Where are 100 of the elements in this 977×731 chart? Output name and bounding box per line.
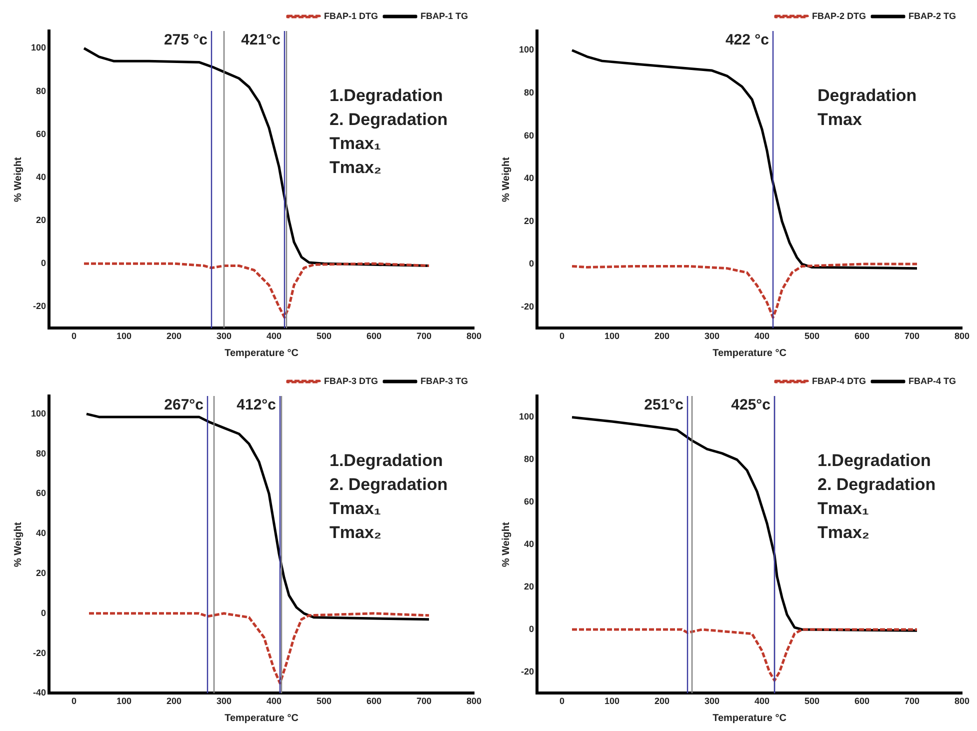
x-tick-label: 800 — [466, 696, 482, 706]
annotation: Tmax₂ — [330, 158, 382, 178]
annotation: Tmax — [818, 110, 862, 130]
y-axis-title: % Weight — [12, 156, 24, 202]
y-tick-label: -20 — [521, 666, 534, 676]
ref-line-label: 421°c — [241, 32, 281, 49]
y-tick-label: 60 — [36, 488, 46, 498]
x-tick-label: 300 — [216, 331, 232, 342]
ref-line-label: 425°c — [731, 396, 771, 414]
x-tick-label: 800 — [466, 331, 482, 342]
y-tick-label: 20 — [36, 215, 46, 226]
x-tick-label: 400 — [754, 331, 770, 342]
x-tick-label: 600 — [854, 696, 870, 706]
x-tick-label: 600 — [854, 331, 870, 342]
ref-line-label: 267°c — [164, 396, 204, 414]
x-tick-label: 400 — [754, 696, 770, 706]
x-tick-label: 0 — [72, 331, 77, 342]
y-tick-label: 80 — [524, 87, 534, 98]
x-tick-label: 100 — [604, 696, 620, 706]
ref-line-label: 422 °c — [725, 32, 770, 49]
y-tick-label: 40 — [36, 172, 46, 182]
x-tick-label: 300 — [704, 696, 720, 706]
x-tick-label: 700 — [904, 696, 920, 706]
x-tick-label: 700 — [416, 696, 432, 706]
x-tick-label: 500 — [804, 331, 820, 342]
x-tick-label: 0 — [560, 331, 565, 342]
y-tick-label: 40 — [36, 528, 46, 538]
annotation: 1.Degradation — [330, 86, 443, 106]
legend-label: FBAP-1 DTG — [324, 10, 378, 21]
annotation: 1.Degradation — [818, 451, 931, 470]
x-axis-title: Temperature °C — [712, 712, 786, 724]
y-axis-title: % Weight — [500, 522, 512, 568]
annotation: Tmax₁ — [330, 499, 381, 518]
annotation: 2. Degradation — [330, 110, 448, 130]
y-axis-title: % Weight — [12, 522, 24, 568]
x-tick-label: 0 — [560, 696, 565, 706]
x-tick-label: 300 — [704, 331, 720, 342]
legend-label: FBAP-3 DTG — [324, 376, 378, 386]
x-tick-label: 500 — [804, 696, 820, 706]
y-tick-label: 60 — [524, 496, 534, 507]
x-tick-label: 200 — [166, 331, 182, 342]
x-tick-label: 800 — [954, 331, 970, 342]
x-tick-label: 500 — [316, 696, 332, 706]
y-tick-label: 60 — [36, 128, 46, 139]
ref-line-label: 412°c — [236, 396, 276, 414]
x-axis-title: Temperature °C — [712, 348, 786, 359]
y-tick-label: 60 — [524, 130, 534, 140]
x-tick-label: 400 — [266, 696, 282, 706]
y-tick-label: 40 — [524, 173, 534, 184]
x-tick-label: 600 — [366, 696, 382, 706]
y-tick-label: 0 — [529, 258, 534, 269]
x-tick-label: 200 — [654, 331, 670, 342]
y-tick-label: 100 — [30, 42, 46, 53]
legend-label: FBAP-2 DTG — [812, 10, 866, 21]
y-tick-label: 100 — [30, 408, 46, 418]
y-tick-label: 20 — [524, 216, 534, 226]
ref-line-label: 275 °c — [164, 32, 208, 49]
x-tick-label: 700 — [904, 331, 920, 342]
x-tick-label: 300 — [216, 696, 232, 706]
legend-label: FBAP-3 TG — [420, 376, 468, 386]
y-tick-label: 0 — [41, 608, 46, 618]
annotation: 1.Degradation — [330, 451, 443, 470]
x-tick-label: 400 — [266, 331, 282, 342]
annotation: Tmax₂ — [330, 523, 382, 542]
y-tick-label: 80 — [36, 86, 46, 96]
annotation: Tmax₁ — [330, 134, 381, 154]
y-tick-label: 100 — [518, 412, 534, 422]
y-tick-label: 80 — [36, 448, 46, 458]
x-tick-label: 800 — [954, 696, 970, 706]
legend-label: FBAP-4 DTG — [812, 376, 866, 386]
annotation: 2. Degradation — [818, 475, 936, 494]
x-tick-label: 0 — [72, 696, 77, 706]
annotation: Degradation — [818, 86, 917, 106]
x-axis-title: Temperature °C — [224, 712, 298, 724]
x-tick-label: 700 — [416, 331, 432, 342]
y-tick-label: -40 — [33, 688, 46, 698]
y-tick-label: -20 — [521, 301, 534, 312]
legend-label: FBAP-2 TG — [908, 10, 956, 21]
legend-label: FBAP-1 TG — [420, 10, 468, 21]
x-tick-label: 200 — [654, 696, 670, 706]
y-tick-label: -20 — [33, 648, 46, 658]
x-tick-label: 100 — [116, 696, 132, 706]
y-tick-label: -20 — [33, 301, 46, 312]
y-tick-label: 0 — [41, 258, 46, 268]
y-tick-label: 80 — [524, 454, 534, 464]
annotation: Tmax₂ — [818, 523, 870, 542]
x-tick-label: 100 — [604, 331, 620, 342]
annotation: Tmax₁ — [818, 499, 869, 518]
y-tick-label: 100 — [518, 44, 534, 55]
x-axis-title: Temperature °C — [224, 348, 298, 359]
legend-label: FBAP-4 TG — [908, 376, 956, 386]
x-tick-label: 100 — [116, 331, 132, 342]
y-tick-label: 0 — [529, 624, 534, 634]
y-tick-label: 40 — [524, 539, 534, 550]
y-axis-title: % Weight — [500, 156, 512, 202]
ref-line-label: 251°c — [644, 396, 684, 414]
x-tick-label: 500 — [316, 331, 332, 342]
x-tick-label: 600 — [366, 331, 382, 342]
x-tick-label: 200 — [166, 696, 182, 706]
y-tick-label: 20 — [36, 568, 46, 578]
